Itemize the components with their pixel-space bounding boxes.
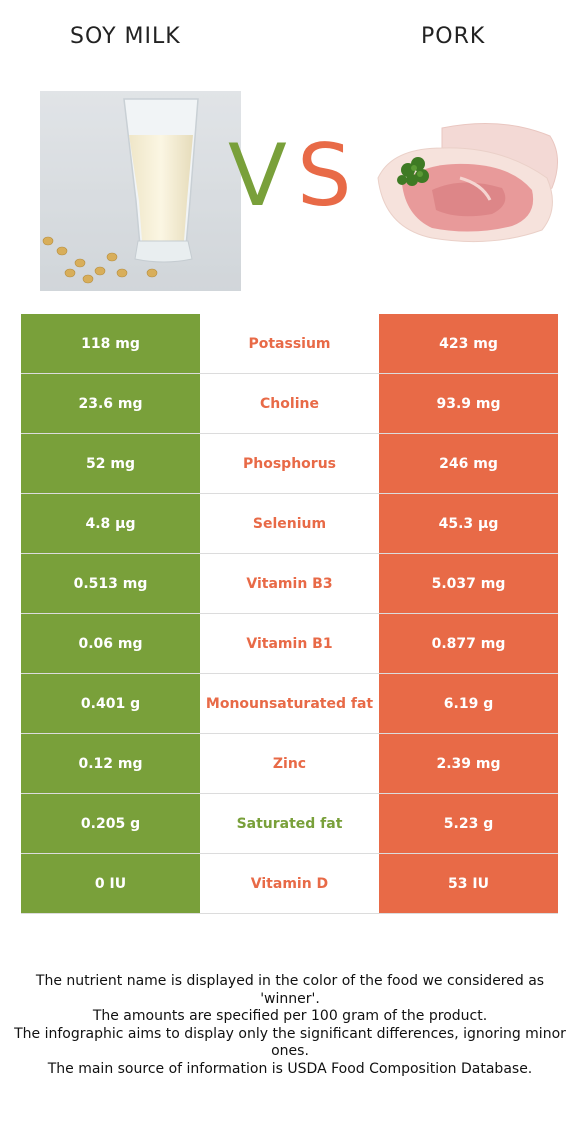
nutrient-name: Zinc (200, 734, 379, 793)
nutrient-name: Phosphorus (200, 434, 379, 493)
nutrient-name: Choline (200, 374, 379, 433)
table-row: 0.205 g Saturated fat 5.23 g (21, 794, 558, 854)
vs-letter-s: S (297, 126, 352, 226)
right-value: 93.9 mg (379, 374, 558, 433)
nutrient-name: Vitamin B3 (200, 554, 379, 613)
table-row: 52 mg Phosphorus 246 mg (21, 434, 558, 494)
right-value: 6.19 g (379, 674, 558, 733)
left-value: 23.6 mg (21, 374, 200, 433)
footer-line-source: The main source of information is USDA F… (47, 1060, 533, 1077)
right-value: 5.037 mg (379, 554, 558, 613)
footer-line-amounts: The amounts are specified per 100 gram o… (92, 1008, 488, 1024)
table-row: 4.8 µg Selenium 45.3 µg (21, 494, 558, 554)
left-value: 0.401 g (21, 674, 200, 733)
table-row: 0.06 mg Vitamin B1 0.877 mg (21, 614, 558, 674)
right-value: 5.23 g (379, 794, 558, 853)
nutrient-name: Potassium (200, 314, 379, 373)
table-row: 0.513 mg Vitamin B3 5.037 mg (21, 554, 558, 614)
table-row: 118 mg Potassium 423 mg (21, 314, 558, 374)
right-value: 2.39 mg (379, 734, 558, 793)
footer-line-aims: The infographic aims to display only the… (14, 1025, 566, 1060)
right-value: 53 IU (379, 854, 558, 913)
right-value: 423 mg (379, 314, 558, 373)
nutrient-name: Saturated fat (200, 794, 379, 853)
nutrient-comparison-table: 118 mg Potassium 423 mg 23.6 mg Choline 93.9 … (21, 314, 558, 914)
left-food-title: SOY MILK (70, 24, 181, 49)
nutrient-name: Selenium (200, 494, 379, 553)
table-row: 0.12 mg Zinc 2.39 mg (21, 734, 558, 794)
table-row: 23.6 mg Choline 93.9 mg (21, 374, 558, 434)
table-row: 0 IU Vitamin D 53 IU (21, 854, 558, 914)
pork-image (377, 123, 558, 243)
nutrient-name: Vitamin D (200, 854, 379, 913)
left-value: 52 mg (21, 434, 200, 493)
vs-letter-v: V (228, 126, 287, 226)
left-value: 118 mg (21, 314, 200, 373)
left-value: 0.06 mg (21, 614, 200, 673)
right-food-title: PORK (421, 24, 486, 49)
left-value: 0 IU (21, 854, 200, 913)
right-value: 246 mg (379, 434, 558, 493)
right-value: 0.877 mg (379, 614, 558, 673)
footer-line-winner: The nutrient name is displayed in the co… (35, 973, 545, 1007)
left-value: 4.8 µg (21, 494, 200, 553)
left-value: 0.12 mg (21, 734, 200, 793)
right-value: 45.3 µg (379, 494, 558, 553)
left-value: 0.513 mg (21, 554, 200, 613)
nutrient-name: Monounsaturated fat (200, 674, 379, 733)
soy-milk-image (40, 91, 241, 291)
left-value: 0.205 g (21, 794, 200, 853)
footer-notes: The nutrient name is displayed in the co… (14, 973, 566, 1078)
nutrient-name: Vitamin B1 (200, 614, 379, 673)
table-row: 0.401 g Monounsaturated fat 6.19 g (21, 674, 558, 734)
